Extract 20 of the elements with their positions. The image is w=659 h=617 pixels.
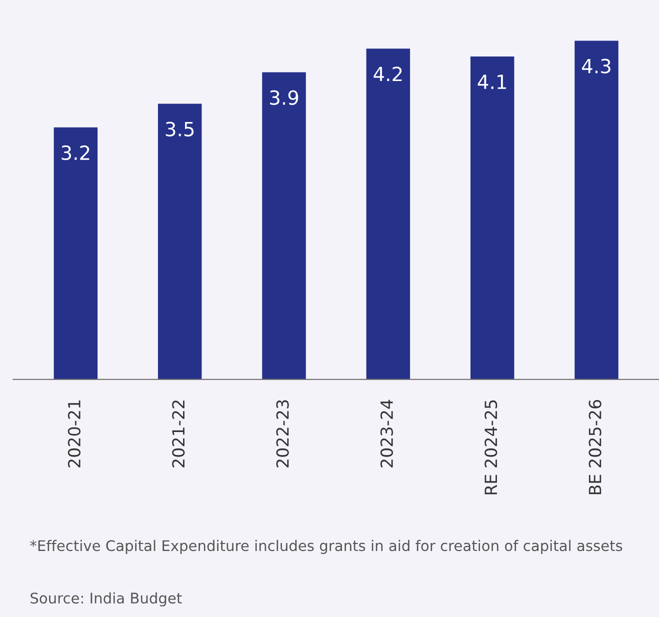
text: *Effective Capital Expenditure includes grants in aid for creation of capital assets [30,540,622,554]
data-label: 4.3 [582,58,610,74]
source-note: Source: India Budget [30,592,182,606]
x-tick-label: RE 2024-25 [484,400,498,494]
data-label: 4.2 [374,66,402,82]
bar [54,127,98,380]
x-tick-label: 2021-22 [172,400,185,468]
x-tick-label: 2020-21 [68,400,81,468]
bar [158,104,202,380]
x-tick-label: BE 2025-26 [588,400,602,494]
data-label: 4.1 [478,74,506,89]
bar [366,48,410,380]
data-label: 3.5 [166,122,194,136]
bar [574,40,618,380]
x-tick-label: 2022-23 [276,400,289,468]
data-label: 3.2 [62,145,90,160]
x-tick-label: 2023-24 [380,400,394,468]
bar [470,56,514,380]
data-label: 3.9 [270,90,298,105]
bar [262,72,306,380]
